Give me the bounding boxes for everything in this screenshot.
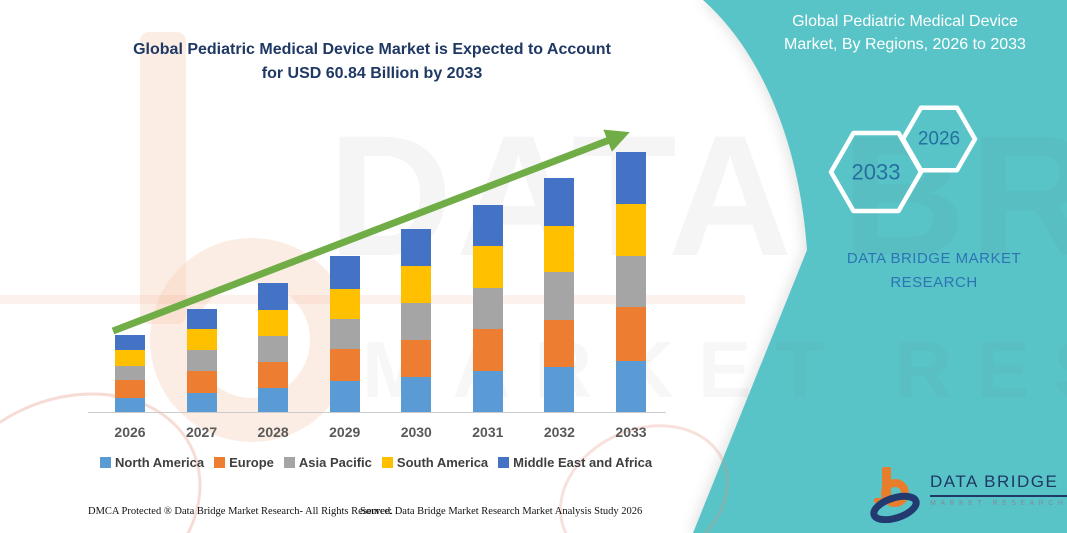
right-panel-title-line2: Market, By Regions, 2026 to 2033 (784, 36, 1026, 53)
bar-segment-2026-europe (115, 380, 145, 399)
chart-title: Global Pediatric Medical Device Market i… (88, 38, 656, 86)
brand-name-line1: DATA BRIDGE MARKET (846, 250, 1022, 267)
x-label-2031: 2031 (472, 424, 504, 440)
legend-swatch-middle-east-and-africa (498, 457, 510, 468)
bar-segment-2027-north-america (186, 393, 217, 413)
brand-name-text: DATA BRIDGE MARKET RESEARCH (794, 247, 1067, 295)
bar-segment-2031-north-america (472, 371, 503, 413)
legend-label-middle-east-and-africa: Middle East and Africa (513, 455, 653, 470)
x-label-2026: 2026 (114, 424, 146, 440)
legend-item-asia-pacific: Asia Pacific (283, 455, 372, 470)
bar-segment-2028-asia-pacific (258, 335, 289, 362)
bar-2029 (329, 256, 360, 413)
x-label-2027: 2027 (185, 424, 218, 440)
legend-item-middle-east-and-africa: Middle East and Africa (498, 455, 652, 470)
legend-label-asia-pacific: Asia Pacific (298, 455, 372, 470)
right-panel-title-line1: Global Pediatric Medical Device (792, 13, 1018, 30)
bar-2030 (401, 229, 432, 413)
dmca-notice: DMCA Protected ® Data Bridge Market Rese… (88, 506, 393, 517)
bar-segment-2033-middle-east-and-africa (615, 152, 646, 204)
chart-legend: North America Europe Asia Pacific South Ame… (100, 455, 652, 470)
legend-item-europe: Europe (214, 455, 274, 470)
bar-segment-2031-middle-east-and-africa (472, 204, 503, 247)
bar-segment-2028-europe (258, 361, 289, 389)
right-panel-title: Global Pediatric Medical Device Market, … (752, 10, 1058, 56)
x-label-2030: 2030 (400, 424, 432, 440)
databridge-logo-text: DATA BRIDGE MARKET RESEARCH (930, 472, 1067, 507)
bar-2033 (615, 152, 646, 413)
bar-segment-2027-south-america (186, 329, 217, 351)
bar-2026 (115, 335, 145, 413)
bar-segment-2031-europe (472, 329, 503, 372)
databridge-logo: DATA BRIDGE MARKET RESEARCH (870, 462, 1067, 528)
bar-segment-2030-europe (401, 339, 432, 377)
legend-label-north-america: North America (115, 455, 205, 470)
bar-segment-2029-middle-east-and-africa (329, 256, 360, 289)
chart-title-line1: Global Pediatric Medical Device Market i… (133, 41, 611, 58)
bar-segment-2032-south-america (544, 226, 575, 272)
x-label-2029: 2029 (329, 424, 361, 440)
bar-segment-2032-asia-pacific (544, 271, 575, 320)
x-label-2032: 2032 (543, 424, 575, 440)
legend-label-south-america: South America (396, 455, 489, 470)
legend-swatch-asia-pacific (283, 457, 295, 468)
x-label-2033: 2033 (615, 424, 647, 440)
bar-segment-2032-europe (544, 319, 575, 368)
bar-2028 (258, 283, 289, 413)
legend-item-north-america: North America (100, 455, 204, 470)
bar-segment-2029-north-america (329, 381, 360, 413)
legend-item-south-america: South America (381, 455, 489, 470)
bar-2027 (186, 308, 217, 413)
bar-segment-2031-south-america (472, 246, 503, 288)
bar-segment-2033-europe (615, 306, 646, 361)
bar-segment-2032-middle-east-and-africa (544, 177, 575, 227)
legend-swatch-north-america (100, 457, 111, 468)
brand-name-line2: RESEARCH (890, 274, 978, 291)
bar-segment-2027-europe (186, 371, 217, 394)
chart-title-line2: for USD 60.84 Billion by 2033 (261, 65, 483, 82)
bar-segment-2033-asia-pacific (615, 256, 646, 307)
bar-segment-2031-asia-pacific (472, 287, 503, 330)
x-axis-line (88, 412, 666, 413)
logo-subtitle: MARKET RESEARCH (930, 500, 1067, 507)
bar-segment-2026-middle-east-and-africa (115, 335, 145, 350)
bar-segment-2029-south-america (329, 288, 360, 319)
bar-segment-2032-north-america (544, 367, 575, 413)
bar-segment-2030-middle-east-and-africa (401, 229, 432, 267)
bar-segment-2028-middle-east-and-africa (258, 283, 289, 310)
bar-segment-2026-south-america (115, 349, 145, 366)
bar-segment-2030-south-america (401, 266, 432, 303)
legend-label-europe: Europe (229, 455, 274, 470)
bar-segment-2028-north-america (258, 388, 289, 413)
bar-segment-2033-south-america (615, 203, 646, 257)
legend-swatch-south-america (381, 457, 393, 468)
databridge-logo-icon (870, 467, 920, 523)
watermark-marketresearch-text: MARKET RESEARCH (362, 325, 1067, 414)
bar-segment-2030-asia-pacific (401, 302, 432, 340)
logo-name: DATA BRIDGE (930, 472, 1067, 497)
legend-swatch-europe (214, 457, 226, 468)
source-note: Source: Data Bridge Market Research Mark… (360, 506, 643, 517)
bar-segment-2027-middle-east-and-africa (186, 308, 217, 330)
bar-segment-2026-north-america (115, 398, 145, 413)
bar-segment-2029-asia-pacific (329, 318, 360, 349)
bar-segment-2030-north-america (401, 377, 432, 413)
bar-2031 (472, 204, 503, 413)
bar-segment-2027-asia-pacific (186, 350, 217, 372)
x-label-2028: 2028 (257, 424, 289, 440)
bar-segment-2029-europe (329, 348, 360, 382)
bar-segment-2026-asia-pacific (115, 365, 145, 381)
bar-2032 (544, 177, 575, 413)
bar-segment-2028-south-america (258, 309, 289, 336)
bar-segment-2033-north-america (615, 360, 646, 413)
